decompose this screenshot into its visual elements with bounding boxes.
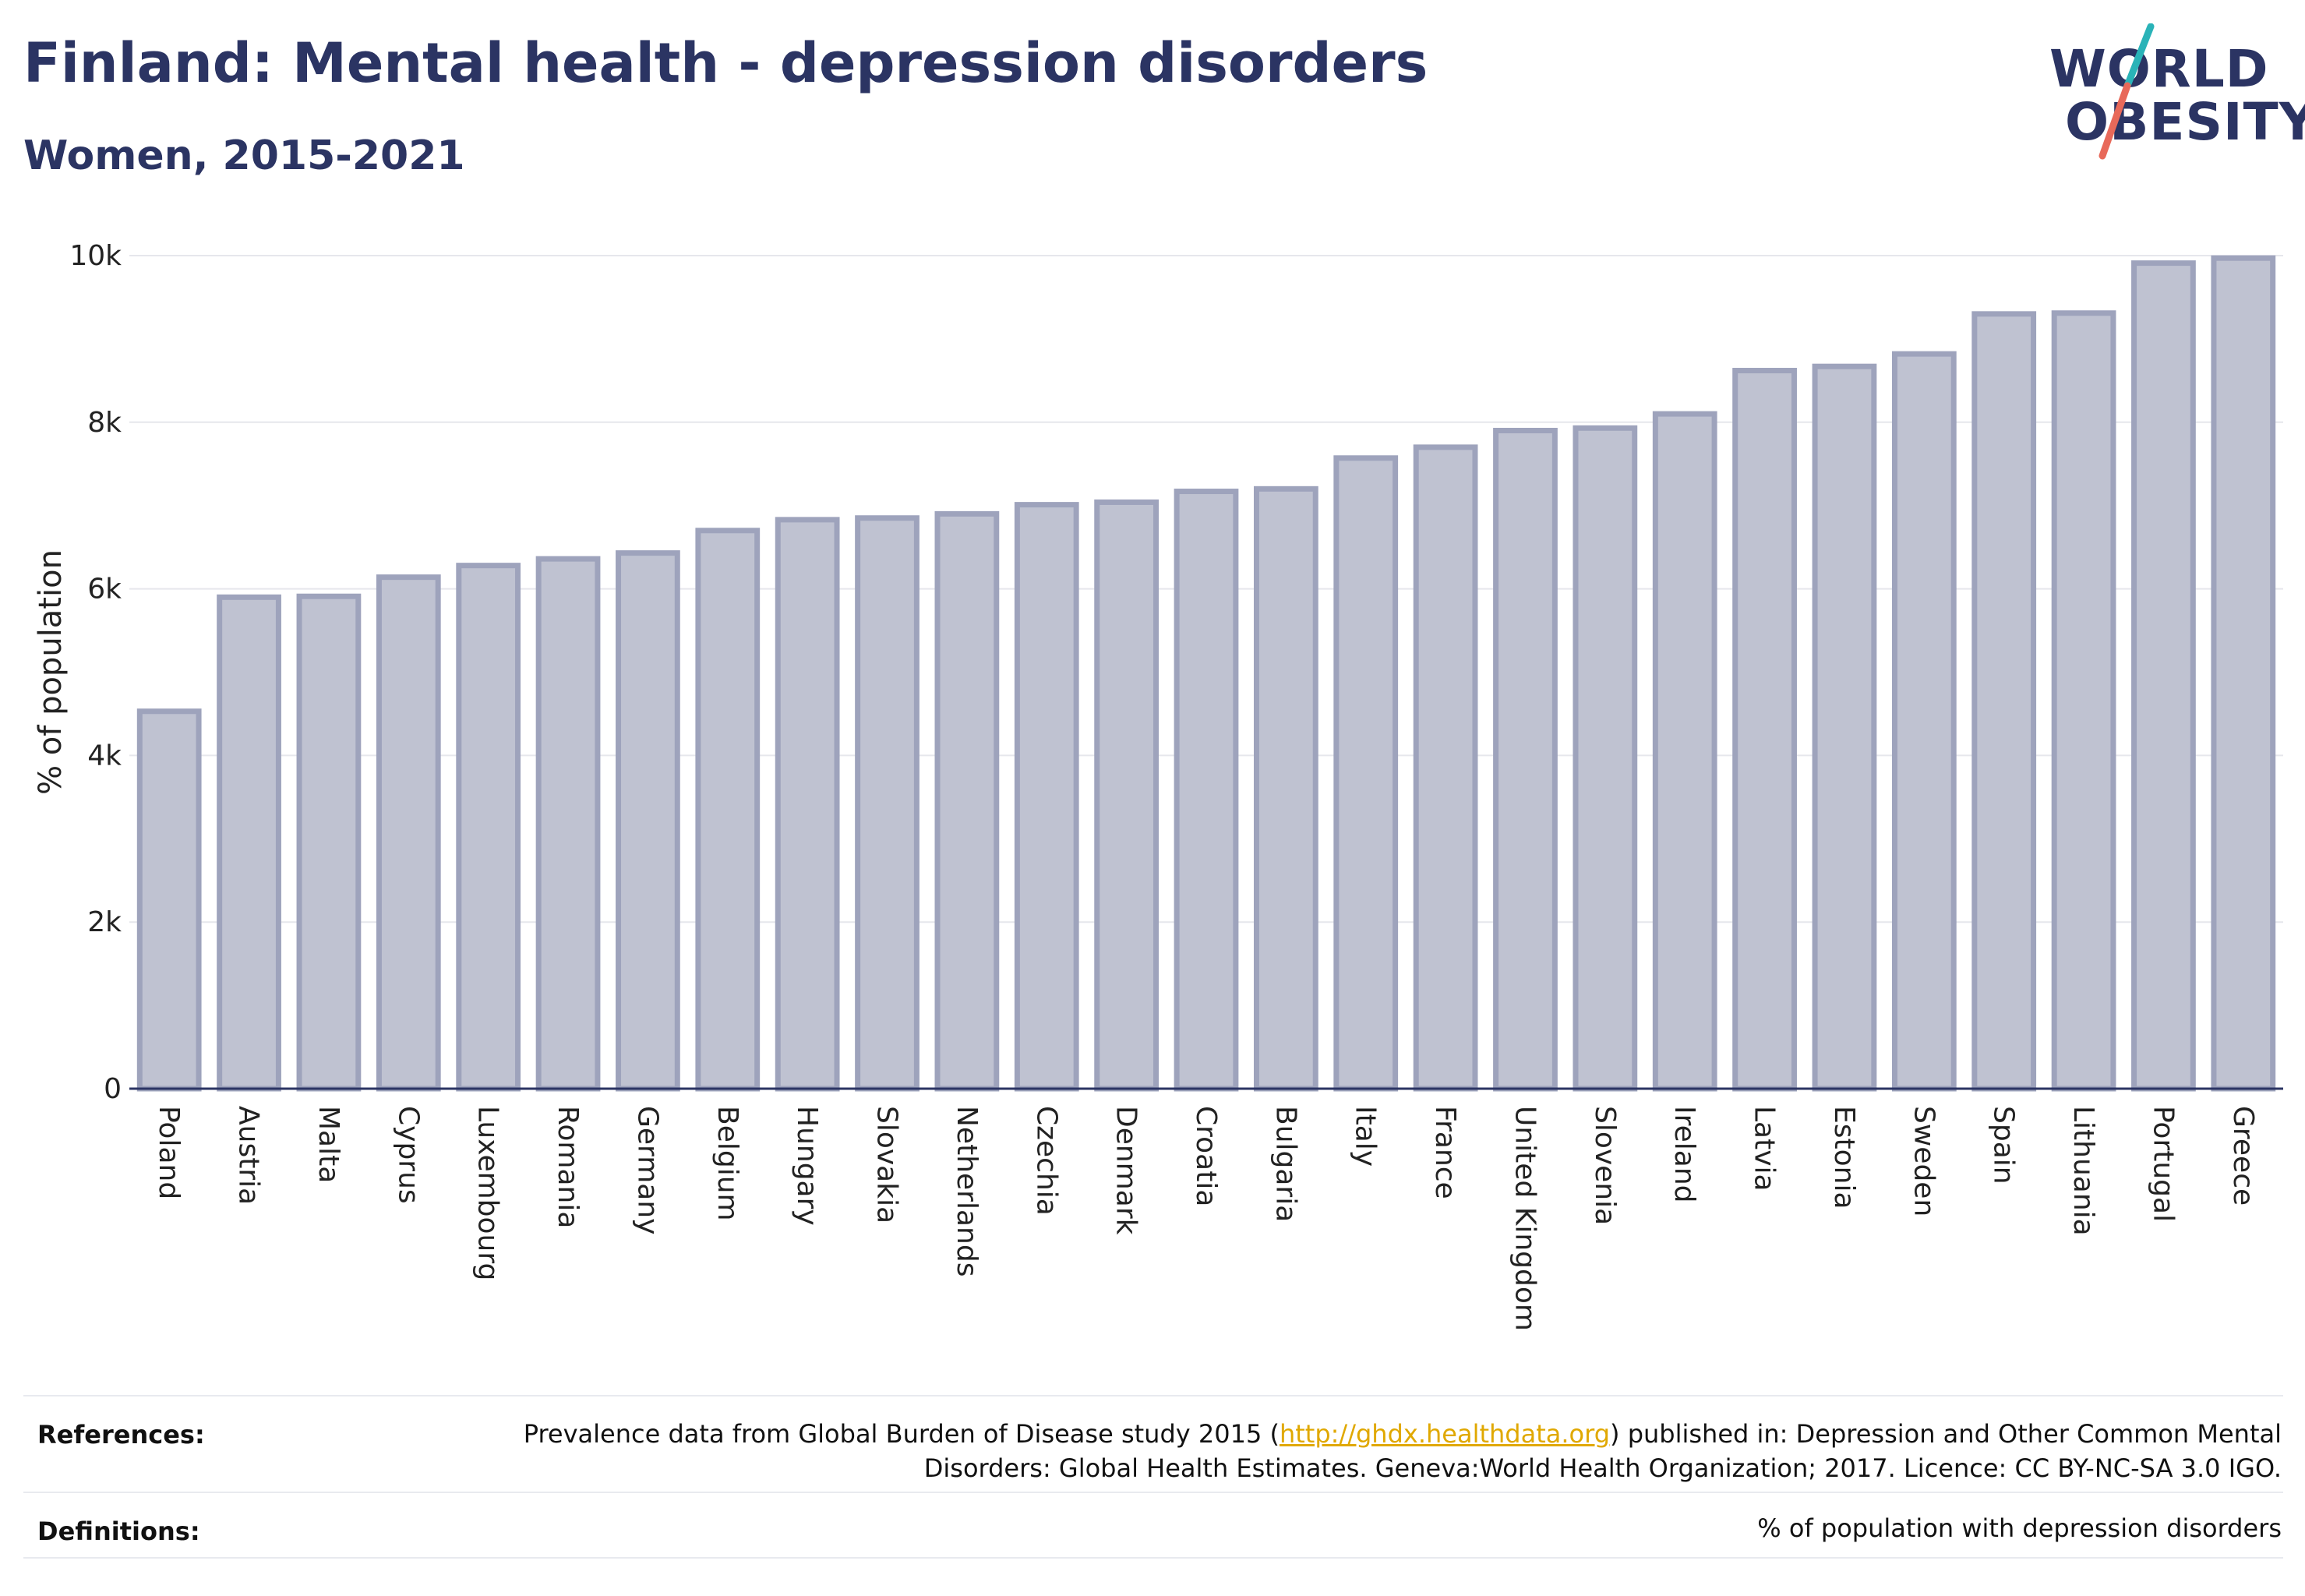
x-tick-label: Belgium	[711, 1106, 743, 1221]
x-tick-label: United Kingdom	[1509, 1106, 1541, 1331]
bar	[136, 708, 202, 1092]
bar	[1971, 311, 2037, 1092]
footer-divider-middle	[23, 1492, 2283, 1493]
bar	[775, 517, 840, 1092]
bar	[934, 510, 1000, 1092]
y-tick-label: 2k	[87, 906, 122, 938]
x-tick-label: Czechia	[1030, 1106, 1062, 1216]
bar	[1333, 455, 1399, 1092]
bar	[217, 594, 281, 1092]
bar	[376, 574, 441, 1092]
x-tick-label: Ireland	[1668, 1106, 1700, 1203]
footer-divider-top	[23, 1395, 2283, 1396]
x-tick-label: Poland	[153, 1106, 185, 1199]
bar-chart: 0 2k 4k 6k 8k 10k % of population Poland Austria…	[33, 240, 2283, 1331]
bar	[855, 515, 920, 1092]
bar	[1253, 486, 1318, 1092]
x-tick-label: Lithuania	[2067, 1106, 2099, 1236]
x-tick-label: Italy	[1350, 1106, 1382, 1167]
chart-title: Finland: Mental health - depression diso…	[23, 31, 1428, 95]
x-tick-label: Portugal	[2147, 1106, 2179, 1222]
y-tick-label: 6k	[87, 574, 122, 606]
bar	[1732, 368, 1797, 1092]
bar	[535, 556, 601, 1092]
bar	[2131, 260, 2196, 1092]
bar	[296, 593, 362, 1092]
x-tick-label: Austria	[233, 1106, 265, 1205]
bar	[1891, 351, 1957, 1092]
x-tick-label: Slovenia	[1589, 1106, 1621, 1225]
bar	[456, 563, 521, 1092]
references-text-after: ) published in: Depression and Other Com…	[923, 1419, 2282, 1483]
y-tick-label: 8k	[87, 407, 122, 439]
x-tick-label: Spain	[1988, 1106, 2020, 1185]
x-tick-label: France	[1429, 1106, 1461, 1199]
x-tick-label: Denmark	[1110, 1106, 1142, 1235]
references-text: Prevalence data from Global Burden of Di…	[489, 1417, 2282, 1485]
bar	[1573, 425, 1638, 1092]
x-tick-label: Hungary	[791, 1106, 823, 1226]
footer-divider-bottom	[23, 1557, 2283, 1559]
definitions-label: Definitions:	[37, 1517, 200, 1546]
x-tick-label: Slovakia	[871, 1106, 903, 1223]
bar	[616, 550, 680, 1092]
x-tick-label: Romania	[552, 1106, 584, 1228]
x-tick-label: Luxembourg	[472, 1106, 504, 1280]
x-tick-label: Sweden	[1908, 1106, 1940, 1216]
x-tick-label: Latvia	[1749, 1106, 1781, 1192]
bar	[1493, 427, 1558, 1092]
y-tick-label: 10k	[69, 240, 122, 272]
bar	[1812, 363, 1877, 1092]
bar	[1014, 502, 1079, 1092]
bar	[1413, 444, 1478, 1092]
bar	[695, 528, 761, 1092]
y-axis-label: % of population	[33, 549, 69, 795]
logo-line-1: WORLD	[2049, 39, 2269, 99]
bar	[1094, 499, 1160, 1092]
definitions-text: % of population with depression disorder…	[1757, 1513, 2282, 1543]
x-tick-label: Cyprus	[392, 1106, 424, 1204]
y-tick-label: 4k	[87, 740, 122, 772]
x-tick-label: Germany	[631, 1106, 663, 1234]
bar	[1174, 489, 1239, 1092]
bar	[1652, 411, 1717, 1092]
x-tick-label: Croatia	[1190, 1106, 1222, 1206]
world-obesity-logo: WORLD OBESITY	[2026, 23, 2305, 164]
bar	[2051, 310, 2116, 1092]
bar	[2211, 255, 2276, 1092]
x-tick-label: Estonia	[1828, 1106, 1860, 1209]
x-tick-label: Malta	[312, 1106, 344, 1183]
x-tick-label: Netherlands	[951, 1106, 983, 1276]
x-tick-label: Bulgaria	[1269, 1106, 1301, 1222]
references-label: References:	[37, 1420, 205, 1449]
logo-slash-icon	[2099, 23, 2155, 160]
y-tick-label: 0	[104, 1073, 122, 1105]
references-link[interactable]: http://ghdx.healthdata.org	[1279, 1419, 1611, 1449]
chart-subtitle: Women, 2015-2021	[23, 132, 465, 179]
references-text-before: Prevalence data from Global Burden of Di…	[523, 1419, 1280, 1449]
x-tick-label: Greece	[2227, 1106, 2259, 1206]
